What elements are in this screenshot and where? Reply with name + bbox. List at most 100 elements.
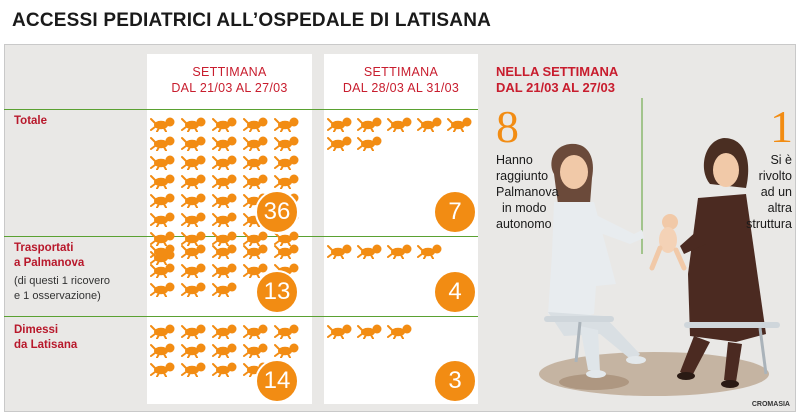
baby-icon [243, 116, 269, 137]
column-header-line1: SETTIMANA [363, 65, 439, 79]
baby-icon [243, 243, 269, 264]
baby-icon [150, 173, 176, 194]
side-right-line: struttura [746, 217, 792, 231]
row-note: e 1 osservazione) [14, 290, 101, 302]
baby-icon [150, 361, 176, 382]
baby-icon [150, 281, 176, 302]
column-header-week1: SETTIMANA DAL 21/03 AL 27/03 [147, 64, 312, 96]
baby-illustration [649, 214, 687, 271]
baby-icon [181, 262, 207, 283]
baby-icon [357, 243, 383, 264]
baby-icon [357, 116, 383, 137]
column-header-line2: DAL 28/03 AL 31/03 [342, 81, 460, 95]
row-divider [4, 236, 478, 237]
baby-icon [212, 135, 238, 156]
side-left-line: in modo [502, 201, 547, 215]
side-right-number: 1 [770, 101, 793, 152]
baby-icon [243, 323, 269, 344]
column-header-line2: DAL 21/03 AL 27/03 [171, 81, 288, 95]
doctor-and-parent-illustration [539, 98, 780, 396]
baby-icon [243, 135, 269, 156]
baby-icon [243, 230, 269, 251]
row-label-dimessi-2: da Latisana [14, 339, 78, 351]
baby-icon [181, 173, 207, 194]
side-left-number: 8 [496, 101, 519, 152]
row-label-trasportati: Trasportati [14, 242, 74, 254]
side-title-line1: NELLA SETTIMANA [496, 64, 619, 79]
baby-icon [181, 243, 207, 264]
baby-icon [150, 262, 176, 283]
row-label-totale: Totale [14, 115, 48, 127]
side-left-line: autonomo [496, 217, 552, 231]
baby-icon [150, 342, 176, 363]
baby-icon [357, 135, 383, 156]
baby-icon [181, 192, 207, 213]
baby-icon [181, 116, 207, 137]
baby-icon [181, 135, 207, 156]
side-right-text: Si è rivolto ad un altra struttura [746, 152, 792, 232]
baby-icon [212, 192, 238, 213]
row-divider [4, 316, 478, 317]
baby-icon [327, 243, 353, 264]
baby-icon [243, 154, 269, 175]
baby-icon [150, 243, 176, 264]
baby-icon [327, 116, 353, 137]
baby-icon [447, 116, 473, 137]
parent-icon [677, 138, 780, 388]
baby-icon [181, 361, 207, 382]
side-left-line: Palmanova [496, 185, 559, 199]
baby-icon [212, 230, 238, 251]
baby-icon [212, 323, 238, 344]
count-badge-trasportati-week1: 13 [255, 270, 299, 314]
baby-icon [274, 135, 300, 156]
baby-icon [417, 243, 443, 264]
side-panel: NELLA SETTIMANA DAL 21/03 AL 27/03 [484, 54, 796, 409]
baby-icon [181, 323, 207, 344]
baby-icon [212, 281, 238, 302]
baby-icon [274, 154, 300, 175]
baby-icon [212, 243, 238, 264]
count-badge-totale-week1: 36 [255, 190, 299, 234]
baby-icon [212, 342, 238, 363]
baby-icon [212, 154, 238, 175]
baby-icon [212, 262, 238, 283]
baby-icon [243, 342, 269, 363]
baby-icon [150, 116, 176, 137]
side-right-line: ad un [760, 185, 792, 199]
baby-icon [274, 116, 300, 137]
baby-icon [387, 116, 413, 137]
baby-icon [150, 230, 176, 251]
baby-icon [243, 173, 269, 194]
baby-icon [181, 211, 207, 232]
baby-icon [181, 342, 207, 363]
row-label-dimessi: Dimessi [14, 324, 59, 336]
baby-icon [181, 230, 207, 251]
baby-icon [212, 173, 238, 194]
baby-icon [150, 323, 176, 344]
baby-icon [212, 116, 238, 137]
count-badge-trasportati-week2: 4 [433, 270, 477, 314]
row-divider [4, 109, 478, 110]
baby-icon [243, 262, 269, 283]
baby-icon [150, 135, 176, 156]
count-badge-totale-week2: 7 [433, 190, 477, 234]
side-right-line: Si è [770, 153, 792, 167]
baby-icon [212, 211, 238, 232]
side-title-line2: DAL 21/03 AL 27/03 [496, 80, 615, 95]
side-left-text: Hanno raggiunto Palmanova in modo autono… [496, 152, 559, 232]
baby-icon [181, 154, 207, 175]
credit-label: CROMASIA [751, 401, 790, 408]
baby-icon [327, 323, 353, 344]
baby-icon [387, 243, 413, 264]
side-right-line: rivolto [758, 169, 792, 183]
baby-icon [150, 211, 176, 232]
baby-icon [387, 323, 413, 344]
side-right-line: altra [767, 201, 792, 215]
baby-icon [417, 116, 443, 137]
baby-icon [150, 154, 176, 175]
side-title: NELLA SETTIMANA DAL 21/03 AL 27/03 [496, 64, 618, 96]
doctor-icon [544, 143, 646, 378]
baby-icon [274, 230, 300, 251]
baby-icon [274, 342, 300, 363]
baby-icon [150, 192, 176, 213]
